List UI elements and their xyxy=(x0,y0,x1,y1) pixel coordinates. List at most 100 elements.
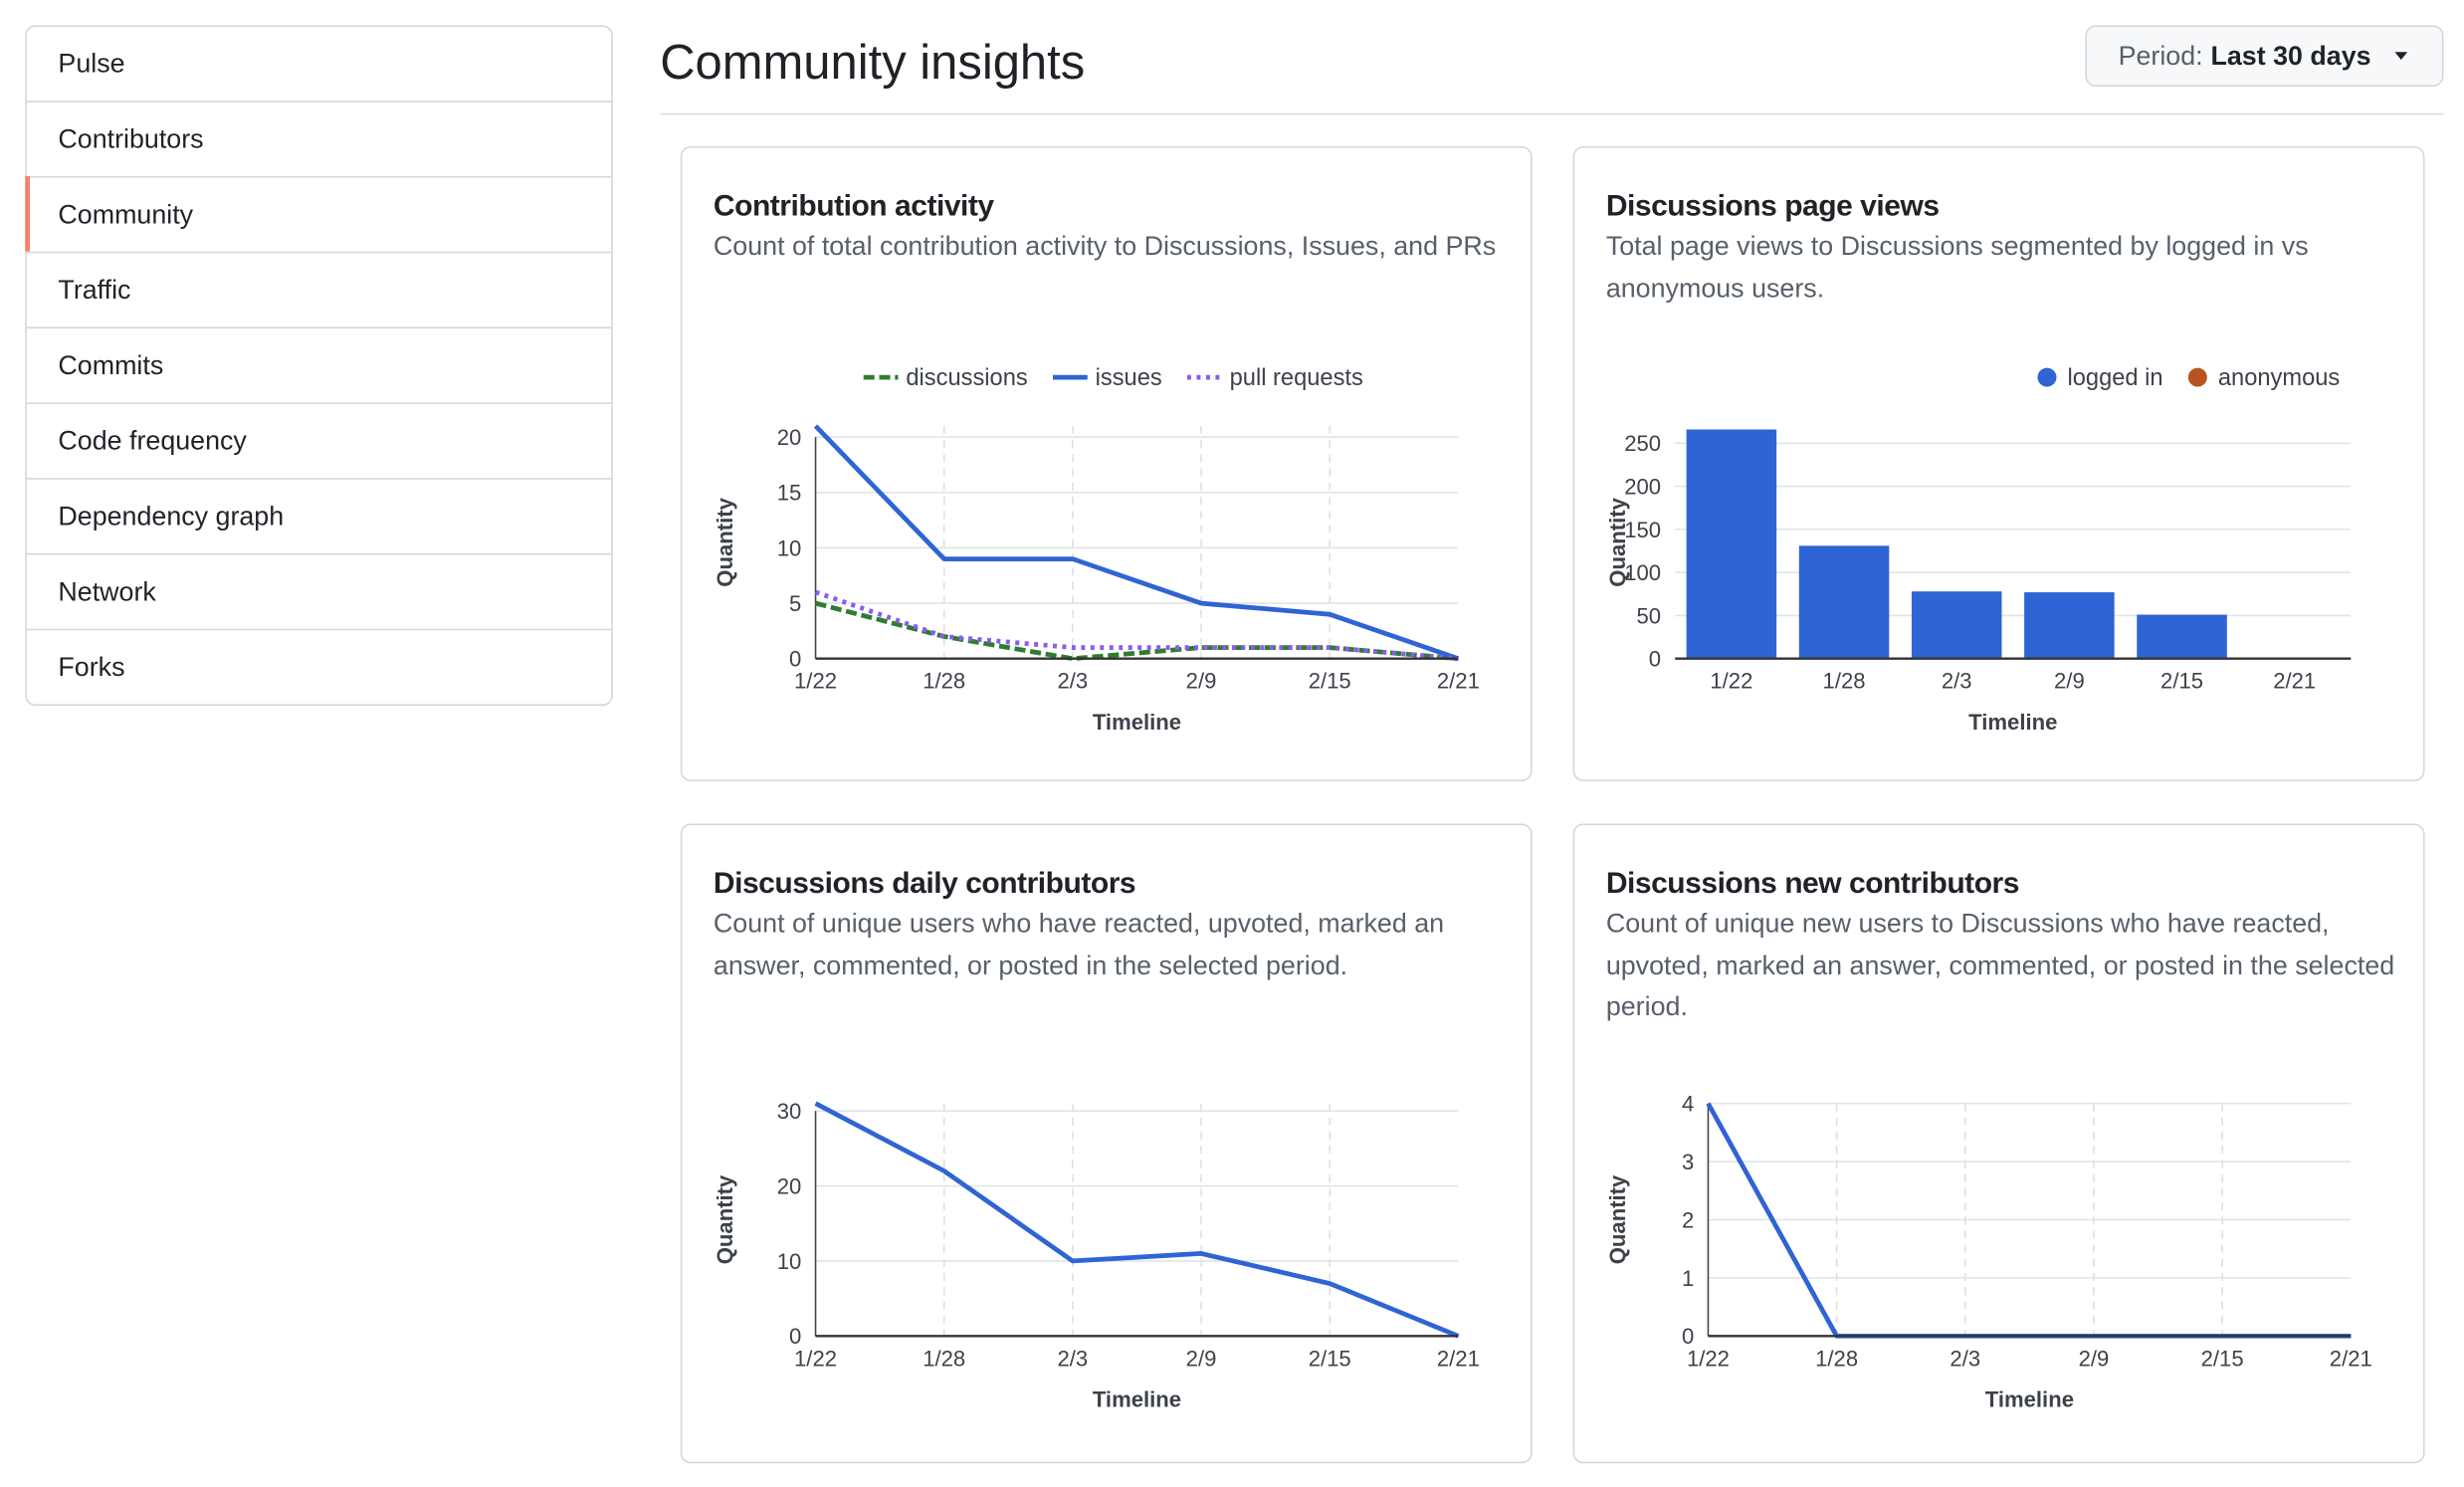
nav-item-label[interactable]: Community xyxy=(58,199,193,229)
x-tick-label: 1/22 xyxy=(794,1346,837,1371)
chart-subtitle-box: Count of total contribution activity to … xyxy=(713,231,1497,262)
card-box xyxy=(1572,823,2425,1464)
y-axis-title: Quantity xyxy=(713,1174,737,1264)
chart-card: Discussions daily contributors Count of u… xyxy=(680,823,1533,1464)
x-tick-label: 2/3 xyxy=(1950,1346,1980,1371)
chart-subtitle: Total page views to Discussions segmente… xyxy=(1605,231,2309,304)
chart-subtitle: Count of unique new users to Discussions… xyxy=(1605,908,2395,1022)
bar xyxy=(2024,592,2115,659)
period-text[interactable]: Period: Last 30 days xyxy=(2119,41,2371,71)
x-tick-label: 2/21 xyxy=(1437,1346,1480,1371)
bar xyxy=(1798,545,1890,659)
y-tick-label: 4 xyxy=(1682,1092,1694,1117)
legend-label: logged in xyxy=(2068,365,2163,391)
legend-marker xyxy=(2187,367,2207,387)
y-tick-label: 20 xyxy=(777,425,802,450)
nav-item[interactable]: Commits xyxy=(26,326,612,380)
nav-item-label[interactable]: Pulse xyxy=(58,49,124,79)
page-title: Community insights xyxy=(660,36,1085,90)
line-series xyxy=(813,424,1460,661)
nav-selected-indicator xyxy=(25,175,31,252)
nav-item[interactable]: Community xyxy=(25,175,612,252)
y-tick-label: 10 xyxy=(777,535,802,560)
x-tick-label: 2/15 xyxy=(1309,669,1351,694)
legend-label: pull requests xyxy=(1230,365,1363,391)
chart-title: Discussions new contributors xyxy=(1606,867,2019,900)
chart-subtitle-box: Count of unique new users to Discussions… xyxy=(1605,908,2395,1022)
nav-item[interactable]: Traffic xyxy=(26,251,612,306)
x-axis-title: Timeline xyxy=(1968,710,2057,735)
card-box xyxy=(680,823,1533,1464)
nav-item-label[interactable]: Code frequency xyxy=(58,426,247,456)
y-tick-label: 0 xyxy=(789,647,801,672)
x-axis-title: Timeline xyxy=(1985,1386,2074,1411)
x-tick-label: 1/28 xyxy=(923,1346,965,1371)
nav-item-label[interactable]: Commits xyxy=(58,350,163,380)
nav-item-label[interactable]: Network xyxy=(58,576,156,606)
period-button-box[interactable] xyxy=(2085,25,2444,87)
legend-label: issues xyxy=(1096,365,1162,391)
nav-item[interactable]: Contributors xyxy=(26,101,612,154)
nav-item-label[interactable]: Traffic xyxy=(58,275,130,305)
cards: Contribution activity Count of total cont… xyxy=(680,145,2425,1464)
x-tick-label: 1/28 xyxy=(1823,669,1866,694)
y-tick-label: 50 xyxy=(1637,603,1662,628)
period-button[interactable]: Period: Last 30 days xyxy=(2085,25,2444,87)
chart-title: Discussions page views xyxy=(1606,189,1940,222)
chart-card: Contribution activity Count of total cont… xyxy=(680,145,1533,781)
nav-item[interactable]: Network xyxy=(26,552,612,607)
y-tick-label: 30 xyxy=(777,1099,802,1124)
x-tick-label: 1/28 xyxy=(923,669,965,694)
x-tick-label: 2/15 xyxy=(2201,1346,2244,1371)
period-label: Period: xyxy=(2119,41,2203,71)
chart-card: Discussions new contributors Count of uni… xyxy=(1572,823,2425,1464)
nav-item-label[interactable]: Dependency graph xyxy=(58,502,284,531)
x-tick-label: 2/9 xyxy=(1186,669,1217,694)
y-tick-label: 20 xyxy=(777,1173,802,1198)
y-tick-label: 0 xyxy=(789,1324,801,1349)
y-tick-label: 2 xyxy=(1682,1207,1694,1232)
y-tick-label: 3 xyxy=(1682,1150,1694,1174)
nav-item-label[interactable]: Contributors xyxy=(58,124,203,154)
line-series xyxy=(814,1101,1460,1339)
y-tick-label: 100 xyxy=(1624,560,1661,585)
nav-item-label[interactable]: Forks xyxy=(58,652,124,682)
nav-item[interactable]: Forks xyxy=(26,628,612,683)
nav-item[interactable]: Code frequency xyxy=(26,402,612,456)
x-tick-label: 2/9 xyxy=(2054,669,2085,694)
nav-item[interactable]: Pulse xyxy=(58,49,124,79)
line-series xyxy=(814,589,1459,662)
legend-label: anonymous xyxy=(2218,365,2340,391)
legend: discussions issues pull requests xyxy=(863,365,1363,391)
bar xyxy=(2137,614,2227,659)
x-tick-label: 2/21 xyxy=(2273,669,2316,694)
sidebar xyxy=(25,25,613,707)
y-axis-title: Quantity xyxy=(1605,497,1630,586)
chart-title: Discussions daily contributors xyxy=(714,867,1135,900)
x-tick-label: 2/21 xyxy=(1437,669,1480,694)
y-tick-label: 1 xyxy=(1682,1266,1694,1291)
legend-label: discussions xyxy=(906,365,1027,391)
y-tick-label: 15 xyxy=(777,481,802,506)
chart-subtitle-box: Count of unique users who have reacted, … xyxy=(713,908,1445,980)
x-tick-label: 2/3 xyxy=(1058,1346,1089,1371)
x-tick-label: 1/22 xyxy=(794,669,837,694)
x-tick-label: 2/3 xyxy=(1942,669,1972,694)
chart-subtitle: Count of unique users who have reacted, … xyxy=(713,908,1445,980)
legend-marker xyxy=(2037,367,2057,387)
chart-card: Discussions page views Total page views t… xyxy=(1572,145,2425,781)
chart-subtitle-box: Total page views to Discussions segmente… xyxy=(1605,231,2309,304)
y-tick-label: 200 xyxy=(1624,475,1661,500)
caret-icon xyxy=(2394,52,2408,61)
x-tick-label: 2/3 xyxy=(1058,669,1089,694)
period-value: Last 30 days xyxy=(2211,41,2371,71)
x-tick-label: 1/22 xyxy=(1687,1346,1730,1371)
x-tick-label: 2/9 xyxy=(1186,1346,1217,1371)
chart-subtitle: Count of total contribution activity to … xyxy=(713,231,1497,262)
x-tick-label: 1/22 xyxy=(1710,669,1752,694)
bar xyxy=(1911,591,2002,659)
y-tick-label: 0 xyxy=(1649,647,1661,672)
nav-item[interactable]: Dependency graph xyxy=(26,478,612,531)
